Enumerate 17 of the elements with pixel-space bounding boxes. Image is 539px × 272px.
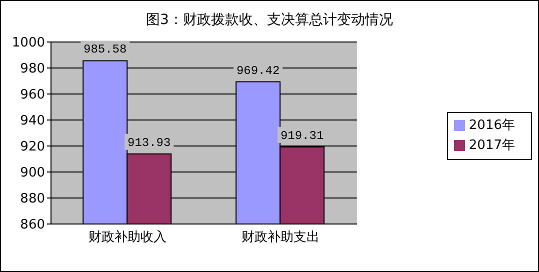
y-tick-label: 860	[20, 218, 45, 233]
y-tick-label: 980	[20, 62, 45, 77]
data-label: 913.93	[128, 136, 171, 150]
y-tick-label: 940	[20, 114, 45, 129]
y-tick-label: 900	[20, 166, 45, 181]
data-label: 969.42	[236, 64, 280, 78]
data-label: 985.58	[84, 42, 127, 57]
y-tick-label: 960	[20, 88, 45, 103]
x-tick-label: 财政补助收入	[88, 230, 166, 246]
x-tick-label: 财政补助支出	[241, 230, 320, 246]
data-label: 919.31	[280, 128, 324, 143]
y-tick-label: 880	[20, 192, 45, 207]
y-tick-label: 920	[20, 140, 45, 155]
legend-label: 2017年	[468, 138, 515, 153]
chart-title: 图3：财政拨款收、支决算总计变动情况	[145, 11, 394, 29]
legend-label: 2016年	[468, 118, 515, 133]
y-tick-label: 1000	[12, 36, 45, 51]
